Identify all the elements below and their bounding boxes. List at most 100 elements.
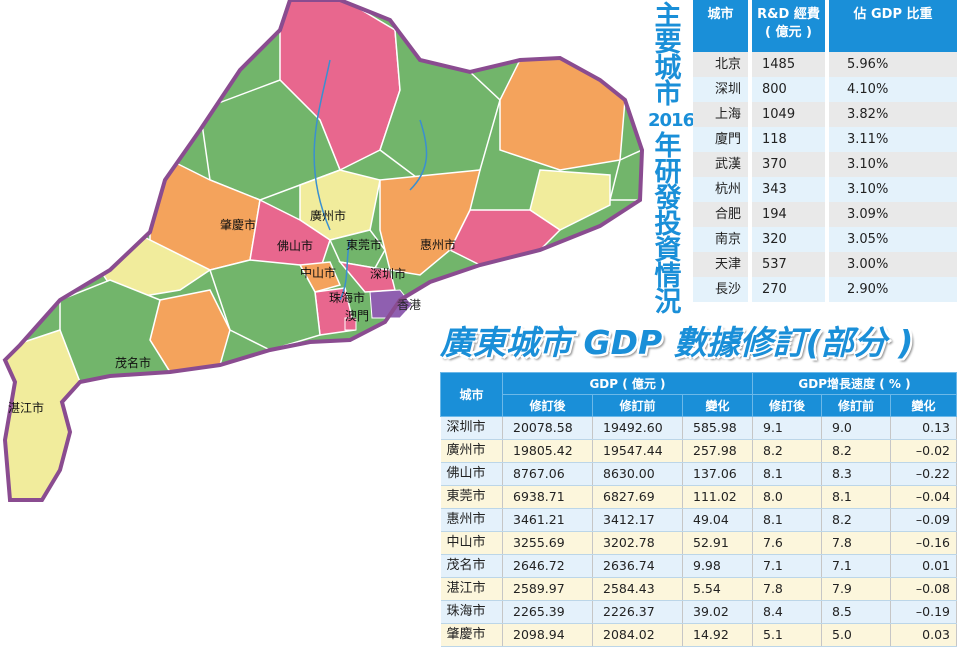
cell-rd-spend: 194 [748, 202, 827, 227]
cell-rd-spend: 320 [748, 227, 827, 252]
cell-growth-change: –0.04 [890, 485, 957, 509]
cell-growth-revised: 8.4 [752, 600, 822, 624]
cell-growth-change: –0.19 [890, 600, 957, 624]
cell-gdp-change: 585.98 [682, 416, 753, 440]
col-group-gdp: GDP ( 億元 ) [502, 372, 753, 395]
cell-growth-original: 7.8 [821, 531, 891, 555]
gdp-revision-table: 城市 GDP ( 億元 ) GDP增長速度 ( % ) 修訂後 修訂前 變化 修… [440, 372, 957, 647]
region-macau [344, 317, 357, 331]
cell-rd-spend: 1485 [748, 52, 827, 77]
table-row: 茂名市 2646.72 2636.74 9.98 7.1 7.1 0.01 [440, 554, 957, 578]
cell-gdp-original: 2636.74 [592, 554, 683, 578]
cell-rd-spend: 270 [748, 277, 827, 302]
map-label-huizhou: 惠州市 [420, 238, 457, 252]
title-char: 研 [654, 157, 682, 188]
table-row: 天津 537 3.00% [693, 252, 957, 277]
cell-growth-revised: 8.1 [752, 462, 822, 486]
cell-city: 深圳 [693, 77, 750, 102]
cell-growth-revised: 8.2 [752, 439, 822, 463]
map-label-macau: 澳門 [345, 309, 370, 323]
cell-growth-original: 7.1 [821, 554, 891, 578]
rd-investment-table: 城市 R&D 經費 ( 億元 ) 佔 GDP 比重 北京 1485 5.96% 深圳 8… [693, 0, 957, 302]
cell-growth-original: 8.2 [821, 508, 891, 532]
title-char: 投 [654, 209, 682, 240]
cell-gdp-change: 257.98 [682, 439, 753, 463]
region-meizhou [499, 57, 626, 171]
cell-growth-change: 0.03 [890, 623, 957, 647]
cell-city: 惠州市 [440, 508, 503, 532]
cell-city: 杭州 [693, 177, 750, 202]
cell-city: 南京 [693, 227, 750, 252]
cell-growth-revised: 8.0 [752, 485, 822, 509]
title-char: 年 [654, 131, 682, 162]
region-jieyang [529, 169, 611, 231]
table-row: 合肥 194 3.09% [693, 202, 957, 227]
cell-gdp-original: 2226.37 [592, 600, 683, 624]
cell-city: 珠海市 [440, 600, 503, 624]
cell-gdp-share: 3.11% [825, 127, 957, 152]
cell-gdp-share: 3.10% [825, 152, 957, 177]
table-row: 廈門 118 3.11% [693, 127, 957, 152]
cell-growth-change: 0.13 [890, 416, 957, 440]
table-row: 佛山市 8767.06 8630.00 137.06 8.1 8.3 –0.22 [440, 462, 957, 486]
map-label-zhongshan: 中山市 [300, 266, 337, 280]
cell-gdp-revised: 2646.72 [502, 554, 593, 578]
cell-growth-revised: 7.8 [752, 577, 822, 601]
cell-city: 佛山市 [440, 462, 503, 486]
cell-gdp-original: 3202.78 [592, 531, 683, 555]
cell-city: 北京 [693, 52, 750, 77]
cell-gdp-change: 49.04 [682, 508, 753, 532]
map-label-shenzhen: 深圳市 [370, 267, 407, 281]
col-group-growth: GDP增長速度 ( % ) [752, 372, 957, 395]
cell-growth-change: –0.08 [890, 577, 957, 601]
rd-table-title: 主 要 城 市 2016 年 研 發 投 資 情 況 [648, 3, 695, 316]
cell-growth-change: –0.16 [890, 531, 957, 555]
cell-city: 深圳市 [440, 416, 503, 440]
cell-gdp-original: 2584.43 [592, 577, 683, 601]
cell-growth-revised: 7.1 [752, 554, 822, 578]
table-row: 長沙 270 2.90% [693, 277, 957, 302]
cell-rd-spend: 800 [748, 77, 827, 102]
cell-growth-change: 0.01 [890, 554, 957, 578]
col-header-growth-original: 修訂前 [821, 394, 891, 417]
cell-city: 茂名市 [440, 554, 503, 578]
cell-gdp-share: 5.96% [825, 52, 957, 77]
map-label-guangzhou: 廣州市 [310, 209, 347, 223]
cell-rd-spend: 118 [748, 127, 827, 152]
region-shenzhen [338, 260, 396, 293]
guangdong-map [3, 0, 644, 502]
cell-gdp-original: 2084.02 [592, 623, 683, 647]
title-char: 要 [654, 27, 682, 58]
cell-city: 肇慶市 [440, 623, 503, 647]
cell-gdp-share: 3.05% [825, 227, 957, 252]
title-char: 發 [654, 183, 682, 214]
col-header-gdp-share: 佔 GDP 比重 [825, 0, 957, 52]
table-row: 武漢 370 3.10% [693, 152, 957, 177]
cell-gdp-change: 14.92 [682, 623, 753, 647]
cell-gdp-original: 8630.00 [592, 462, 683, 486]
cell-gdp-original: 6827.69 [592, 485, 683, 509]
cell-growth-original: 8.5 [821, 600, 891, 624]
col-header-city: 城市 [440, 372, 503, 417]
cell-growth-change: –0.09 [890, 508, 957, 532]
col-header-gdp-original: 修訂前 [592, 394, 683, 417]
table-row: 北京 1485 5.96% [693, 52, 957, 77]
cell-city: 廈門 [693, 127, 750, 152]
map-label-dongguan: 東莞市 [346, 238, 383, 252]
cell-city: 武漢 [693, 152, 750, 177]
cell-gdp-change: 111.02 [682, 485, 753, 509]
col-header-growth-revised: 修訂後 [752, 394, 822, 417]
title-char: 2016 [648, 110, 695, 131]
map-label-foshan: 佛山市 [277, 239, 314, 253]
cell-gdp-original: 3412.17 [592, 508, 683, 532]
title-char: 資 [654, 235, 682, 266]
cell-gdp-revised: 8767.06 [502, 462, 593, 486]
cell-growth-original: 8.1 [821, 485, 891, 509]
table-row: 珠海市 2265.39 2226.37 39.02 8.4 8.5 –0.19 [440, 600, 957, 624]
title-char: 城 [654, 53, 682, 84]
river [313, 59, 428, 301]
cell-gdp-revised: 20078.58 [502, 416, 593, 440]
col-header-city: 城市 [693, 0, 750, 52]
cell-gdp-share: 3.09% [825, 202, 957, 227]
cell-rd-spend: 343 [748, 177, 827, 202]
